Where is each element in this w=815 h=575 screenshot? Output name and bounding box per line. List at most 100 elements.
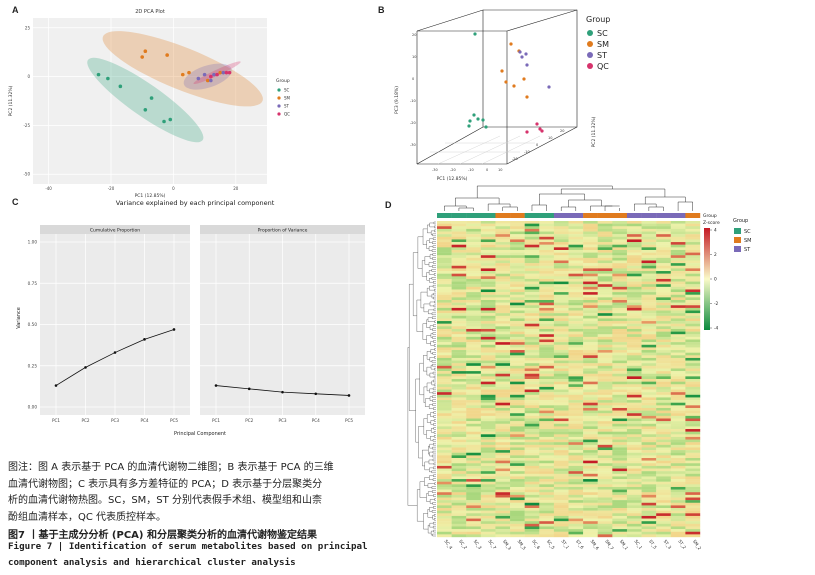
point-qc (227, 70, 232, 75)
group-cell-sm (510, 213, 525, 218)
legend3d-dot-st (587, 52, 593, 58)
group-cell-sc (524, 213, 540, 218)
group-cell-sc (539, 213, 555, 218)
group-cell-st (670, 213, 686, 218)
point3d-sm (500, 69, 504, 73)
3d-grid (430, 135, 541, 165)
ellipse-st (183, 63, 232, 90)
point-qc (215, 72, 219, 77)
sample-label: SC_6 (531, 539, 541, 551)
svg-text:-20: -20 (410, 121, 416, 125)
variance-point (247, 387, 251, 391)
sample-label: SM_1 (619, 539, 630, 551)
svg-text:-20: -20 (512, 157, 518, 161)
figure-note: 图注：图 A 表示基于 PCA 的血清代谢物二维图；B 表示基于 PCA 的三维… (8, 460, 380, 526)
c-xtick: PC1 (212, 418, 220, 423)
point3d-st (547, 85, 551, 89)
heat-legend-label-sc: SC (744, 229, 751, 235)
plot-bg-a (33, 18, 267, 184)
group-cell-sc (466, 213, 482, 218)
point3d-sc (468, 119, 472, 123)
sample-label: SC_3 (473, 539, 483, 551)
note-line-1: 图注：图 A 表示基于 PCA 的血清代谢物二维图；B 表示基于 PCA 的三维 (8, 462, 334, 473)
note-line-3: 析的血清代谢物热图。SC，SM，ST 分别代表假手术组、模型组和山柰 (8, 495, 322, 506)
point3d-qc (538, 127, 542, 131)
legend-dot-st (277, 104, 281, 108)
group-cell-sm (495, 213, 511, 218)
variance-point (347, 394, 351, 397)
point-st (209, 78, 213, 83)
point-qc (224, 70, 229, 75)
c-xtick: PC5 (345, 418, 353, 423)
group-cell-st (626, 213, 642, 218)
legend3d-dot-qc (587, 63, 593, 69)
pca-3d-legend-title: Group (586, 15, 610, 24)
heat-legend-label-st: ST (744, 247, 751, 253)
zscore-title: Z-score (703, 220, 720, 226)
pca-3d-xlabel: PC1 (12.85%) (437, 176, 468, 182)
pca-3d-zlabel: PC3 (9.18%) (394, 86, 400, 114)
point3d-sm (522, 77, 526, 81)
legend3d-dot-sm (587, 41, 593, 47)
point3d-sm (509, 42, 513, 46)
pca-2d-title: 2D PCA Plot (135, 9, 165, 15)
facet-strip (40, 225, 190, 234)
facet-title: Cumulative Proportion (90, 227, 140, 233)
sample-label: SM_3 (502, 539, 513, 551)
legend3d-label-sm: SM (597, 40, 609, 49)
pca-3d-plot: 20 10 0 -10 -20 -30 -30 -20 -10 0 10 -20 -10 0 10… (394, 9, 610, 182)
pca-2d-xlabel: PC1 (12.85%) (135, 193, 166, 199)
legend-dot-qc (277, 112, 281, 116)
point-st (212, 72, 216, 77)
variance-ylabel: Variance (16, 307, 22, 329)
group-cell-sc (480, 213, 496, 218)
point3d-sc (467, 124, 471, 128)
panel-b-label: B (378, 5, 385, 15)
svg-text:0: 0 (486, 168, 488, 172)
svg-text:0: 0 (412, 77, 414, 81)
ellipse-sm (102, 31, 263, 107)
variance-point (113, 351, 117, 354)
variance-point (172, 328, 176, 331)
zscore-tick: -4 (714, 326, 719, 332)
point-sm (187, 70, 191, 75)
point-sm (180, 72, 185, 77)
3d-ticks: 20 10 0 -10 -20 -30 -30 -20 -10 0 10 -20 -10 0 10… (410, 33, 564, 172)
sample-label: SM_7 (604, 539, 615, 551)
variance-plot: Variance explained by each principal com… (16, 199, 365, 437)
point-sm (140, 55, 144, 59)
point3d-qc (540, 129, 544, 133)
variance-point (214, 384, 218, 387)
sample-label: ST_6 (575, 539, 585, 550)
variance-point (54, 384, 58, 387)
point-sm (165, 53, 169, 57)
note-line-2: 血清代谢物图；C 表示具有多方差特征的 PCA；D 表示基于分层聚类分 (8, 478, 323, 490)
point3d-st (518, 50, 522, 54)
heat-legend-swatch-sm (734, 237, 741, 243)
variance-point (281, 390, 284, 394)
figure-title-cn: 图7 丨基于主成分分析 (PCA) 和分层聚类分析的血清代谢物鉴定结果 (8, 530, 317, 541)
zscore-tick: -2 (714, 301, 719, 307)
pca-3d-ylabel: PC2 (11.32%) (591, 116, 597, 147)
a-xtick: -20 (108, 186, 115, 191)
point-sc (118, 84, 123, 89)
group-cell-st (641, 213, 657, 218)
c-xtick: PC2 (245, 418, 253, 423)
svg-text:-30: -30 (410, 143, 416, 147)
point3d-qc (535, 122, 539, 126)
c-xtick: PC4 (140, 418, 148, 423)
point-st (221, 70, 226, 75)
facet-title: Proportion of Variance (258, 227, 308, 233)
group-cell-sm (597, 213, 613, 218)
zscore-group-label: Group (703, 213, 717, 219)
facet-strip (200, 225, 365, 234)
heatmap-cells (437, 221, 701, 538)
figure-title-en-2: component analysis and hierarchical clus… (8, 557, 296, 568)
point-sm (143, 49, 148, 53)
legend3d-label-qc: QC (597, 62, 609, 71)
legend-label-sc: SC (284, 88, 290, 93)
point-sm (218, 70, 222, 75)
c-xtick: PC5 (170, 418, 178, 423)
svg-text:-30: -30 (432, 168, 438, 172)
note-line-4: 酚组血清样本，QC 代表质控样本。 (8, 511, 167, 523)
